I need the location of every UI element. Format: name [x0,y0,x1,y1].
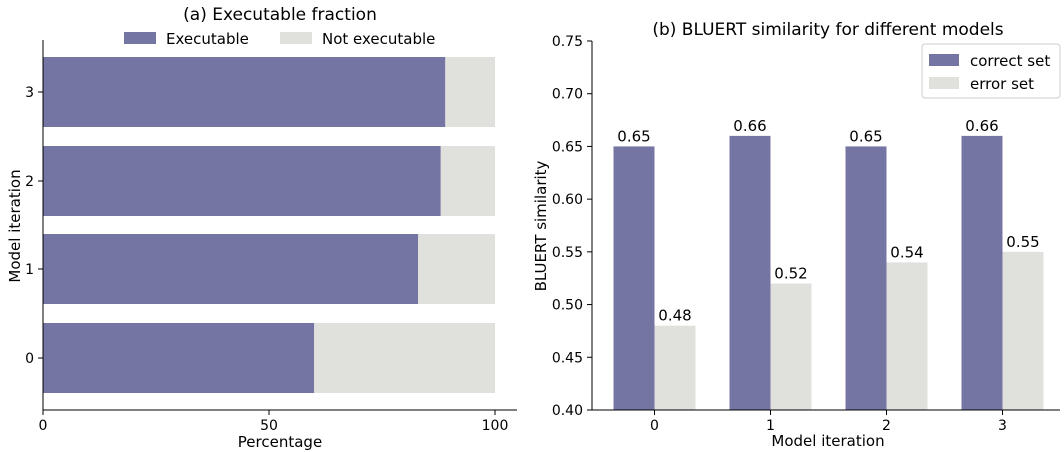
chart-a-x-axis-label: Percentage [238,433,322,451]
chart-b-title: (b) BLUERT similarity for different mode… [652,20,1003,40]
bar-value-label: 0.66 [733,117,766,135]
bar-error-set-iter-0 [654,325,696,410]
chart-a-ticks: 0 1 2 3 0 50 100 [25,85,508,434]
bar-error-set-iter-2 [886,262,928,410]
x-tick-label: 50 [260,418,278,434]
x-tick-label: 0 [650,418,659,434]
bar-value-label: 0.55 [1006,233,1039,251]
y-tick-label: 0.50 [552,298,583,314]
chart-b-x-axis-label: Model iteration [771,432,884,450]
y-tick-label: 2 [25,174,34,190]
bar-executable-iter-0 [43,323,315,393]
executable-fraction-chart: (a) Executable fraction Executable Not e… [6,5,517,451]
legend-swatch-executable [124,32,156,44]
bar-value-label: 0.48 [658,307,691,325]
bar-correct-set-iter-0 [613,146,655,410]
chart-a-bars [43,57,495,393]
y-tick-label: 0.65 [552,139,583,155]
bar-not-executable-iter-0 [314,323,495,393]
x-tick-label: 1 [766,418,775,434]
bar-not-executable-iter-1 [418,234,495,304]
bar-not-executable-iter-3 [445,57,495,127]
y-tick-label: 0.55 [552,245,583,261]
x-tick-label: 3 [998,418,1007,434]
legend-label-not-executable: Not executable [322,30,435,48]
chart-a-legend: Executable Not executable [124,30,435,48]
legend-swatch-error-set [929,77,959,89]
chart-b-legend: correct set error set [921,43,1061,99]
y-tick-label: 0.60 [552,192,583,208]
legend-label-executable: Executable [166,30,249,48]
y-tick-label: 1 [25,262,34,278]
legend-label-error-set: error set [970,75,1034,93]
x-tick-label: 100 [482,418,509,434]
bar-correct-set-iter-3 [961,135,1003,410]
bar-correct-set-iter-2 [845,146,887,410]
chart-a-title: (a) Executable fraction [183,5,377,25]
bar-value-label: 0.52 [774,264,807,282]
x-tick-label: 2 [882,418,891,434]
bluert-similarity-chart: (b) BLUERT similarity for different mode… [532,20,1061,450]
y-tick-label: 0.45 [552,350,583,366]
bar-value-label: 0.65 [617,127,650,145]
y-tick-label: 3 [25,85,34,101]
bar-value-label: 0.66 [965,117,998,135]
y-tick-label: 0 [25,351,34,367]
bar-not-executable-iter-2 [440,146,495,216]
bar-value-label: 0.65 [849,127,882,145]
y-tick-label: 0.75 [552,34,583,50]
chart-a-y-axis-label: Model iteration [6,169,24,282]
y-tick-label: 0.70 [552,87,583,103]
bar-error-set-iter-3 [1002,251,1044,410]
bar-executable-iter-3 [43,57,446,127]
legend-swatch-correct-set [929,54,959,66]
bar-executable-iter-1 [43,234,419,304]
legend-swatch-not-executable [280,32,312,44]
legend-label-correct-set: correct set [970,52,1050,70]
bar-correct-set-iter-1 [729,135,771,410]
x-tick-label: 0 [39,418,48,434]
bar-error-set-iter-1 [770,283,812,410]
chart-b-ticks: 0 1 2 3 0.40 0.45 0.50 0.55 0.60 0.65 0.70 0.75 [552,34,1007,434]
chart-b-y-axis-label: BLUERT similarity [532,160,550,291]
bar-value-label: 0.54 [890,243,923,261]
chart-b-bars: 0.65 0.48 0.66 0.52 0.65 0.54 0.66 0.55 [613,117,1044,410]
bar-executable-iter-2 [43,146,441,216]
y-tick-label: 0.40 [552,403,583,419]
